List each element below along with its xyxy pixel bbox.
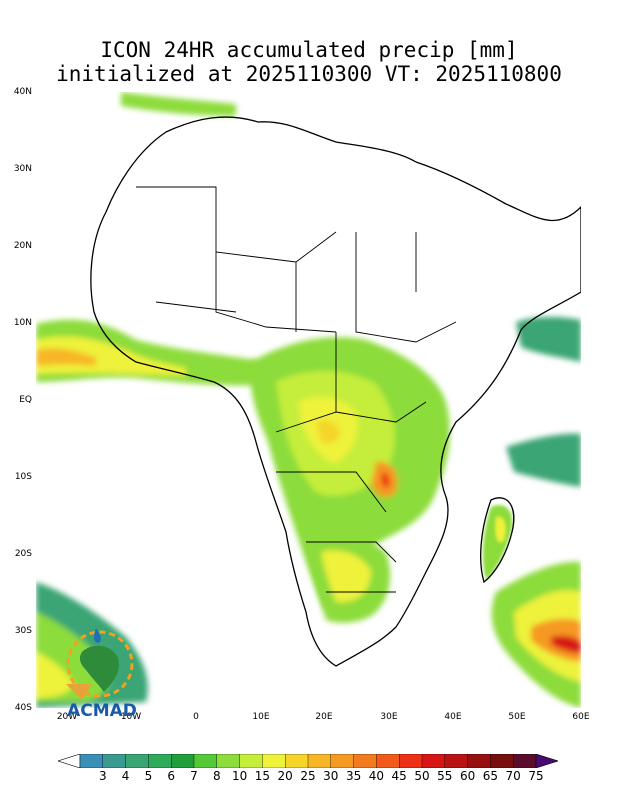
lon-label-20w: 20W: [56, 712, 78, 722]
logo-sun-rays: [66, 630, 134, 698]
colorbar-over-triangle: [535, 754, 558, 768]
lon-label-30e: 30E: [380, 712, 398, 722]
colorbar-level-label: 6: [167, 769, 175, 783]
colorbar-level-label: 8: [212, 769, 221, 783]
colorbar-cell: [193, 754, 218, 768]
precip-field-central-africa: [250, 337, 450, 612]
lon-label-10w: 10W: [120, 712, 142, 722]
colorbar-level-label: 4: [121, 769, 130, 783]
colorbar-level-label: 40: [368, 769, 385, 783]
lat-label-30s: 30S: [14, 626, 32, 636]
colorbar-level-label: 65: [482, 769, 499, 783]
acmad-logo: ACMAD: [66, 628, 137, 721]
colorbar-cell: [376, 754, 400, 768]
colorbar-cell: [307, 754, 332, 768]
lon-label-60e: 60E: [572, 712, 590, 722]
precip-field-madagascar: [483, 504, 513, 580]
precip-field-southern-africa: [306, 536, 391, 623]
lat-label-40n: 40N: [13, 87, 32, 97]
colorbar-cell: [399, 754, 423, 768]
coastline: [90, 116, 581, 667]
colorbar-level-label: 30: [323, 769, 339, 783]
precip-map: [36, 92, 581, 708]
colorbar-level-label: 20: [277, 769, 293, 783]
colorbar-cell: [102, 754, 127, 768]
lat-label-40s: 40S: [14, 703, 32, 713]
colorbar-cell: [79, 754, 104, 768]
country-borders: [136, 186, 457, 593]
precip-field-indian-ocean-band: [121, 92, 581, 487]
colorbar-level-label: 45: [391, 769, 407, 783]
logo-continent: [79, 645, 119, 692]
lon-label-10e: 10E: [252, 712, 270, 722]
colorbar-level-label: 15: [254, 769, 271, 783]
colorbar-level-label: 70: [505, 769, 521, 783]
colorbar-under-triangle: [58, 754, 81, 768]
lat-label-30n: 30N: [13, 164, 32, 174]
colorbar-cell: [239, 754, 264, 768]
colorbar-level-label: 55: [437, 769, 453, 783]
colorbar-cell: [125, 754, 150, 768]
colorbar-cell: [353, 754, 378, 768]
colorbar-level-label: 50: [414, 769, 430, 783]
colorbar-cell: [262, 754, 286, 768]
colorbar-cell: [490, 754, 514, 768]
lon-label-0: 0: [193, 712, 199, 722]
lat-label-10n: 10N: [13, 318, 32, 328]
colorbar-cell: [330, 754, 355, 768]
map-title-line1: ICON 24HR accumulated precip [mm]: [100, 38, 518, 62]
logo-text: ACMAD: [67, 701, 137, 721]
lon-label-50e: 50E: [508, 712, 526, 722]
colorbar-level-label: 75: [528, 769, 544, 783]
colorbar-level-label: 25: [300, 769, 316, 783]
colorbar-cell: [513, 754, 537, 768]
lon-label-20e: 20E: [315, 712, 333, 722]
precip-field-southeast-ocean: [491, 561, 581, 708]
logo-raindrop: [94, 628, 101, 643]
colorbar-cell: [421, 754, 446, 768]
colorbar-cell: [148, 754, 172, 768]
colorbar-cell: [216, 754, 241, 768]
colorbar-level-label: 7: [190, 769, 198, 783]
logo-wind: [66, 684, 92, 700]
colorbar-cell: [170, 754, 195, 768]
lat-label-20n: 20N: [13, 241, 32, 251]
map-title-line2: initialized at 2025110300 VT: 2025110800: [56, 62, 562, 86]
colorbar-cell: [467, 754, 492, 768]
colorbar-level-label: 3: [98, 769, 107, 783]
colorbar-level-label: 10: [231, 769, 248, 783]
colorbar-level-label: 60: [459, 769, 476, 783]
lat-label-10s: 10S: [14, 472, 32, 482]
colorbar-cell: [284, 754, 309, 768]
precip-field-southwest-ocean: [36, 582, 148, 708]
lat-label-eq: EQ: [19, 395, 32, 405]
colorbar: [58, 754, 558, 768]
colorbar-cell: [444, 754, 469, 768]
colorbar-level-label: 35: [345, 769, 362, 783]
lon-label-40e: 40E: [444, 712, 462, 722]
lat-label-20s: 20S: [14, 549, 32, 559]
colorbar-level-label: 5: [144, 769, 153, 783]
precip-field-west-africa-coast: [36, 319, 266, 386]
